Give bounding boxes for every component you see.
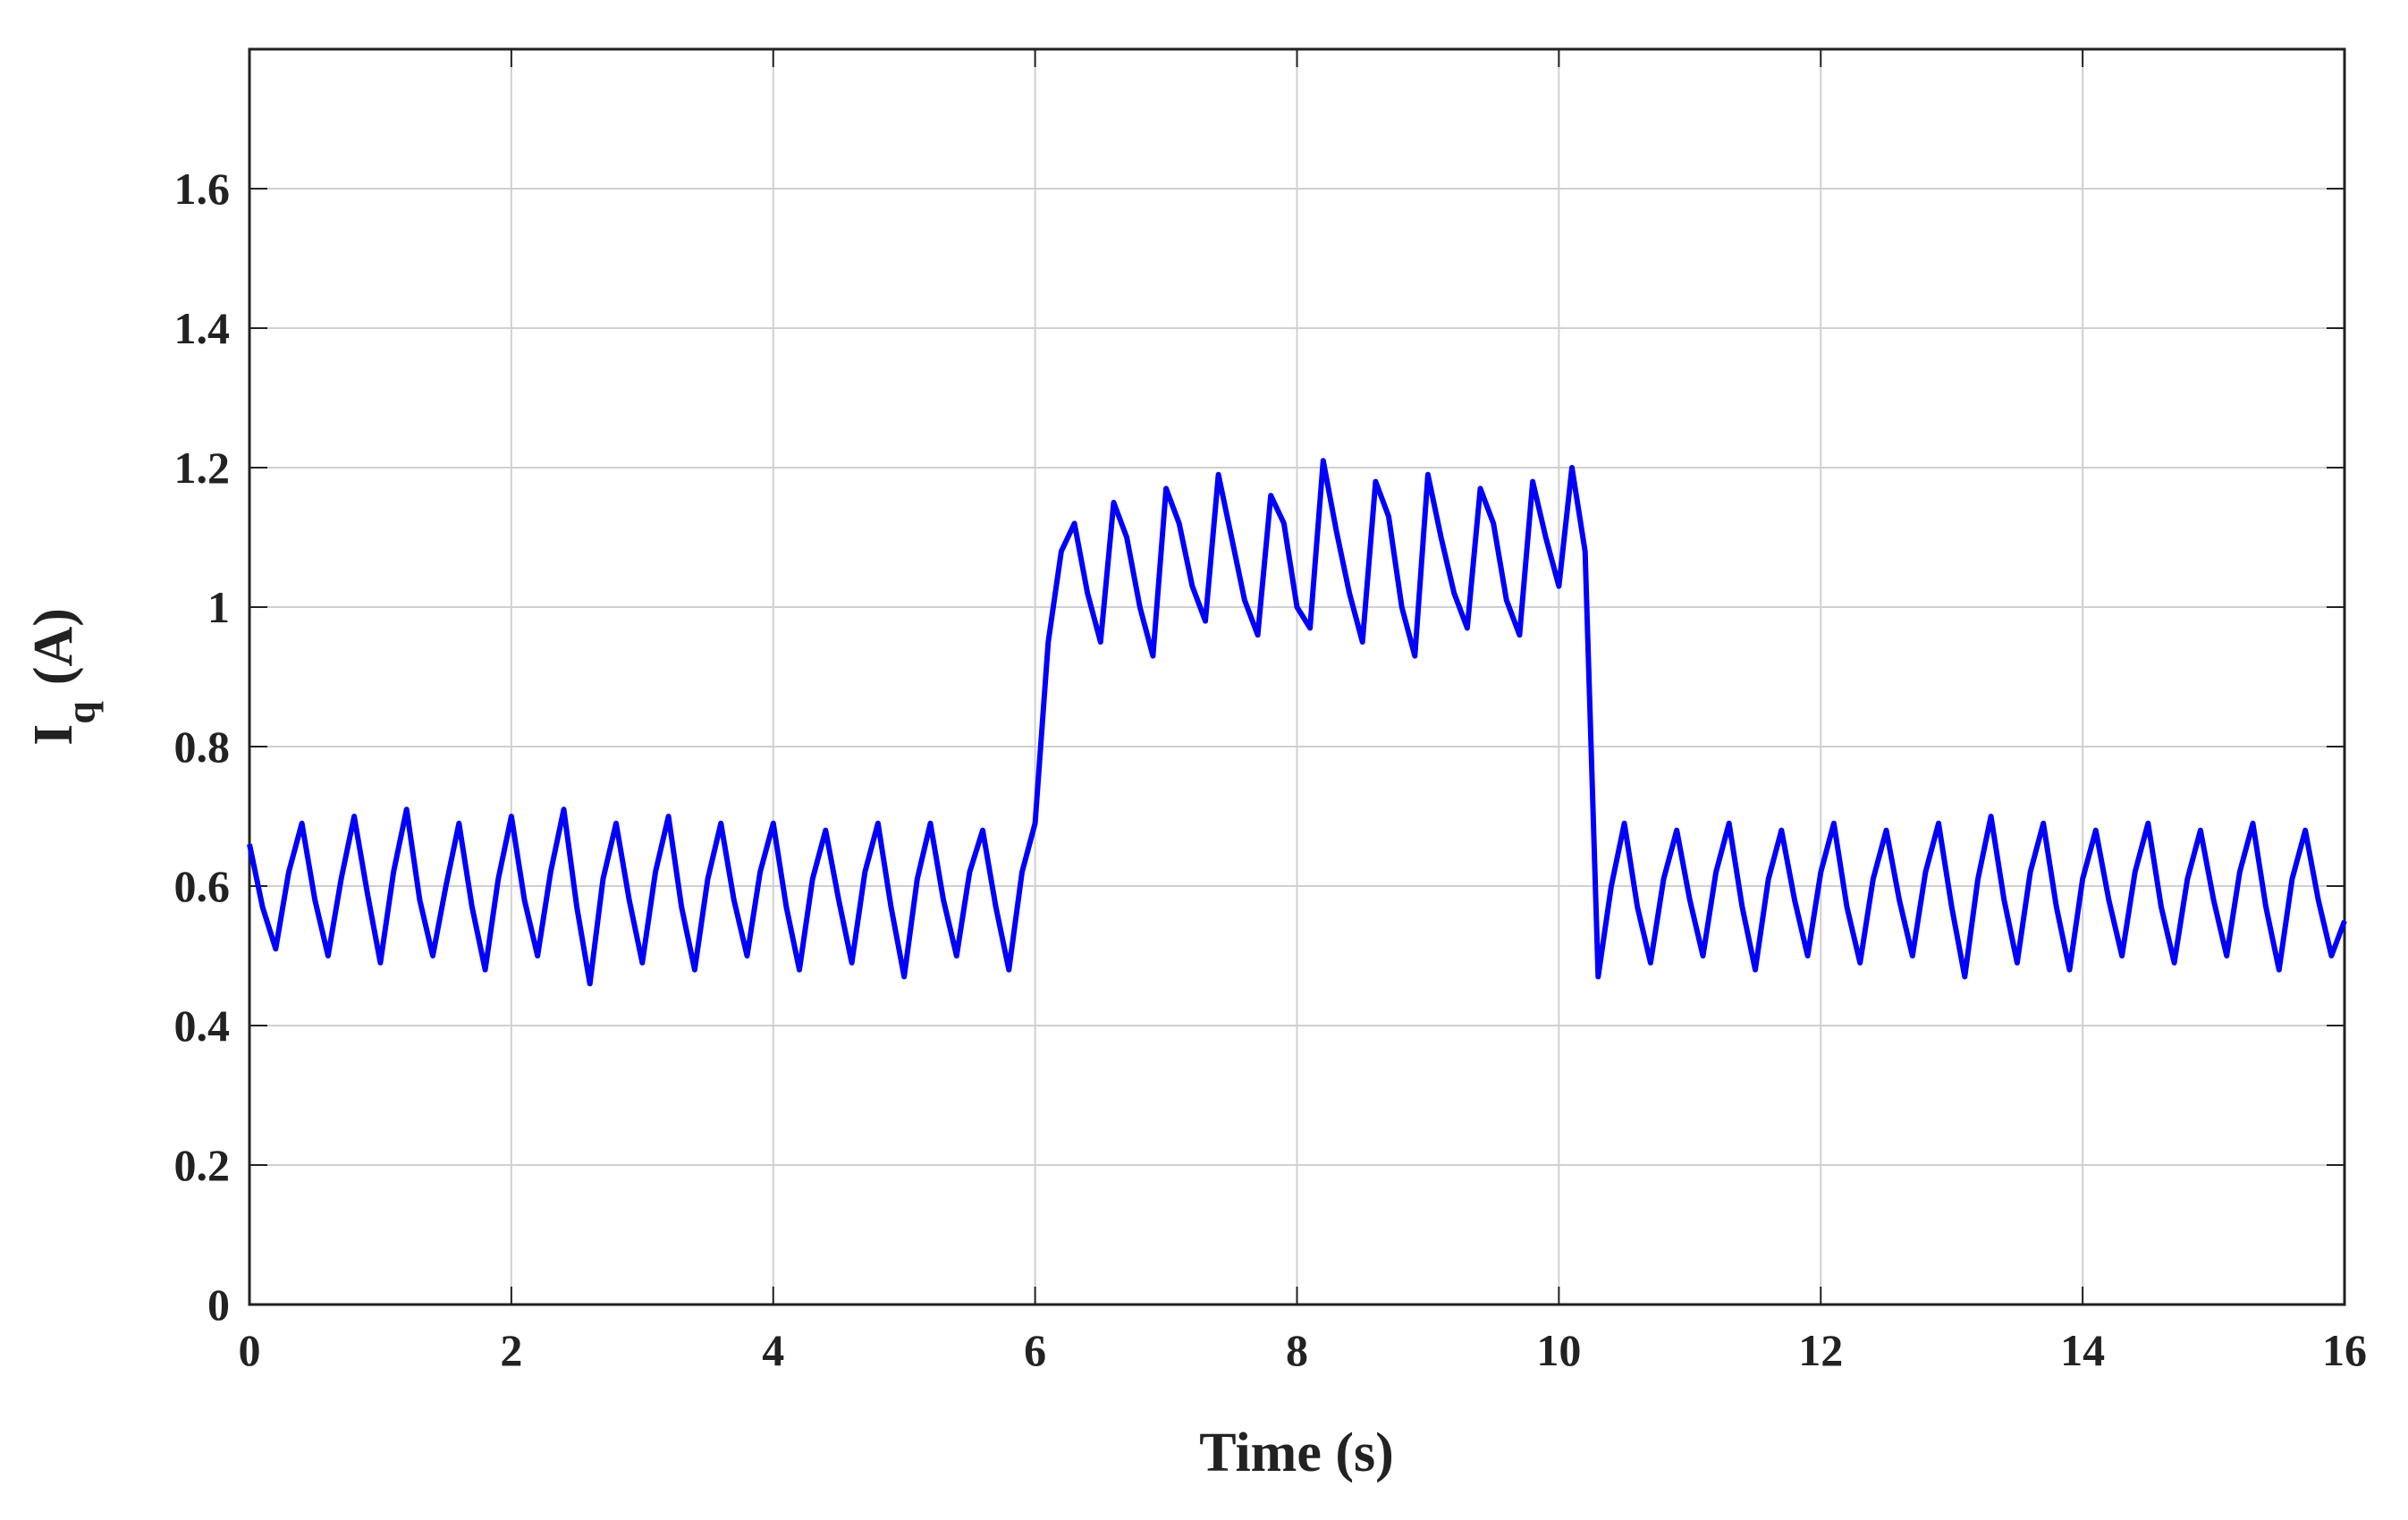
y-tick-label: 0.2 — [174, 1140, 231, 1190]
plot-frame — [248, 47, 2346, 1306]
y-tick-label: 1 — [207, 582, 230, 632]
y-tick-label: 0.4 — [174, 1001, 231, 1051]
x-tick-label: 14 — [2060, 1325, 2105, 1375]
y-tick-label: 1.6 — [174, 164, 231, 214]
x-tick-label: 12 — [1798, 1325, 1843, 1375]
y-axis-label-sub: q — [58, 701, 104, 724]
y-tick-label: 0.8 — [174, 722, 231, 772]
y-axis-label-main: I — [23, 724, 84, 746]
x-tick-label: 8 — [1286, 1325, 1308, 1375]
y-axis-label: Iq (A) — [23, 608, 104, 746]
x-tick-label: 16 — [2322, 1325, 2367, 1375]
x-tick-label: 10 — [1536, 1325, 1581, 1375]
y-axis-label-unit: (A) — [23, 608, 84, 685]
x-axis-label: Time (s) — [1199, 1423, 1394, 1483]
x-tick-label: 4 — [762, 1325, 784, 1375]
y-tick-label: 0.6 — [174, 861, 231, 911]
y-tick-label: 0 — [207, 1279, 230, 1330]
y-tick-label: 1.2 — [174, 443, 231, 493]
data-line — [247, 458, 2347, 987]
y-tick-label: 1.4 — [174, 303, 231, 353]
x-tick-label: 6 — [1024, 1325, 1046, 1375]
x-tick-label: 2 — [500, 1325, 522, 1375]
x-tick-label: 0 — [239, 1325, 261, 1375]
